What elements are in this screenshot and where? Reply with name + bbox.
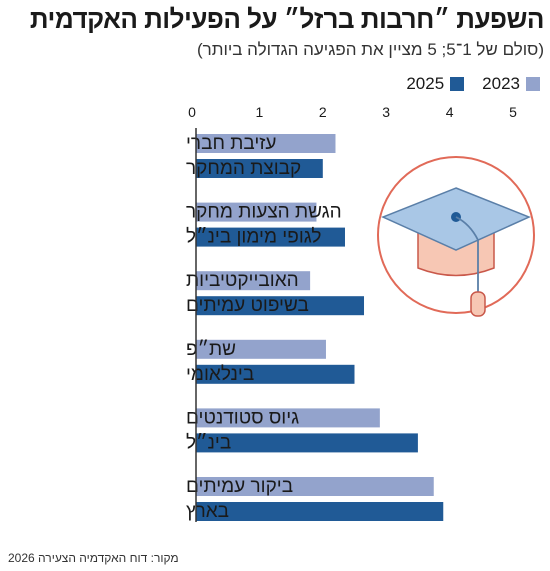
bar-2023 [196, 477, 434, 496]
category-label: האובייקטיביות [186, 270, 299, 291]
bar-2023 [196, 134, 336, 153]
category-label: קבוצת המחקר [186, 158, 301, 179]
category-label: בארץ [186, 501, 229, 522]
x-tick-label: 1 [256, 104, 264, 120]
x-tick-label: 3 [382, 104, 390, 120]
legend-label-2023: 2023 [482, 74, 520, 93]
bars [196, 134, 444, 521]
graduation-cap-icon [377, 156, 535, 317]
bar-2025 [196, 159, 323, 178]
bar-2023 [196, 408, 380, 428]
bar-2025 [196, 364, 355, 384]
legend-item-2023: 2023 [482, 74, 540, 94]
bar-2023 [196, 202, 317, 222]
legend-item-2025: 2025 [406, 74, 465, 94]
bar-2025 [196, 502, 444, 521]
x-tick-label: 0 [188, 104, 196, 120]
category-label: בינ״ל [186, 432, 231, 453]
legend: 2023 2025 [388, 74, 540, 94]
category-label: בינלאומי [186, 364, 254, 385]
x-tick-label: 4 [446, 104, 454, 120]
x-tick-label: 2 [319, 104, 327, 120]
chart-subtitle: (סולם של 1־5; 5 מציין את הפגיעה הגדולה ב… [196, 40, 544, 59]
category-label: ביקור עמיתים [186, 476, 293, 497]
legend-label-2025: 2025 [406, 74, 445, 93]
bar-2025 [196, 227, 345, 247]
x-tick-label: 5 [509, 104, 517, 120]
category-labels: עזיבת חברי קבוצת המחקר הגשת הצעות מחקר לגופ… [186, 133, 342, 522]
category-label: הגשת הצעות מחקר [186, 202, 342, 223]
bar-2025 [196, 296, 365, 316]
source-note: מקור: דוח האקדמיה הצעירה 2026 [8, 551, 179, 565]
bar-2023 [196, 271, 311, 291]
legend-swatch-2023 [526, 77, 540, 91]
bar-2025 [196, 433, 418, 453]
chart-title: השפעת ״חרבות ברזל״ על הפעילות האקדמית [29, 4, 545, 34]
category-label: שת״פ [186, 339, 236, 360]
bar-2023 [196, 339, 326, 359]
category-label: לגופי מימון בינ״ל [186, 227, 322, 248]
category-label: עזיבת חברי [186, 133, 276, 154]
legend-swatch-2025 [450, 77, 465, 91]
x-axis-ticks: 0 1 2 3 4 5 [188, 104, 517, 120]
category-label: בשיפוט עמיתים [186, 295, 309, 316]
category-label: גיוס סטודנטים [186, 407, 299, 428]
